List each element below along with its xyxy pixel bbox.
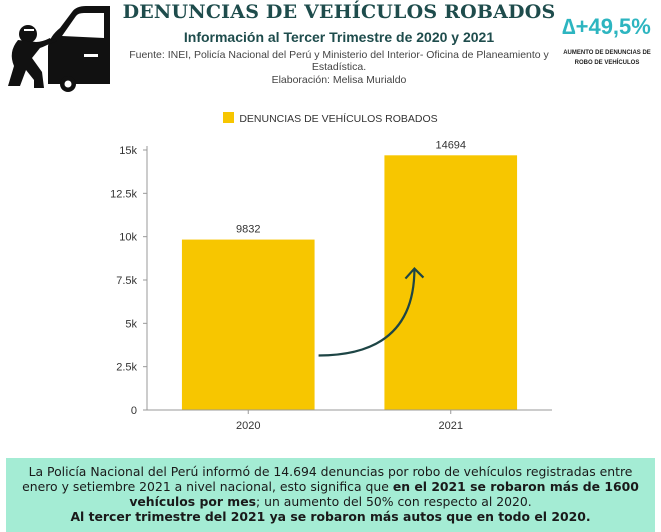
summary-text-2: ; un aumento del 50% con respecto al 202… — [255, 494, 532, 509]
bar-2021 — [384, 155, 518, 410]
x-tick-label-2020: 2020 — [236, 420, 260, 432]
y-tick-label: 5k — [125, 318, 137, 330]
bar-chart: 0 2.5k 5k 7.5k 10k 12.5k 15k 9832 14694 2020 202… — [110, 139, 552, 432]
source-note: Fuente: INEI, Policía Nacional del Perú … — [129, 49, 549, 73]
increase-arrowhead — [404, 266, 425, 280]
summary-highlight-2: Al tercer trimestre del 2021 ya se robar… — [70, 509, 591, 524]
y-tick-label: 10k — [119, 232, 137, 244]
car-thief-icon — [8, 6, 110, 92]
page-title: DENUNCIAS DE VEHÍCULOS ROBADOS — [122, 1, 556, 23]
summary-highlight-1: en el 2021 se robaron más de 1600 vehícu… — [129, 479, 639, 509]
y-tick-label: 7.5k — [116, 275, 137, 287]
delta-kpi: ∆+49,5% — [562, 14, 651, 39]
x-tick-label-2021: 2021 — [439, 420, 463, 432]
chart-legend: DENUNCIAS DE VEHÍCULOS ROBADOS — [0, 112, 661, 125]
y-tick-label: 0 — [131, 405, 137, 417]
y-tick-label: 15k — [119, 145, 137, 157]
legend-swatch — [223, 112, 235, 123]
delta-kpi-note: AUMENTO DE DENUNCIAS DE ROBO DE VEHÍCULO… — [563, 50, 651, 66]
bar-2020 — [181, 239, 315, 410]
summary-text-1: La Policía Nacional del Perú informó de … — [22, 464, 633, 494]
credit-note: Elaboración: Melisa Murialdo — [271, 74, 407, 86]
increase-arrow — [318, 268, 416, 357]
page-subtitle: Información al Tercer Trimestre de 2020 … — [183, 29, 495, 45]
legend-label: DENUNCIAS DE VEHÍCULOS ROBADOS — [239, 113, 438, 125]
data-label-2021: 14694 — [435, 139, 466, 151]
y-tick-label: 12.5k — [110, 188, 137, 200]
data-label-2020: 9832 — [236, 224, 260, 236]
y-tick-label: 2.5k — [116, 362, 137, 374]
summary-box: La Policía Nacional del Perú informó de … — [6, 458, 655, 532]
